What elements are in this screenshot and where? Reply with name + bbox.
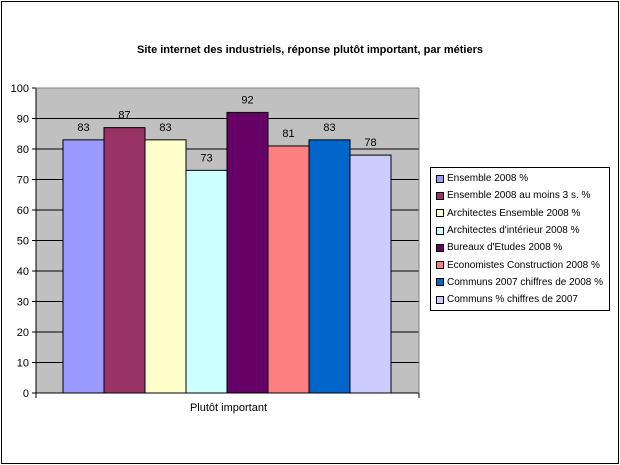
data-label: 81 <box>282 128 294 140</box>
legend-item: Architectes d'intérieur 2008 % <box>436 222 609 239</box>
legend-item: Economistes Construction 2008 % <box>436 256 609 273</box>
y-tick-label: 60 <box>17 205 29 217</box>
data-label: 83 <box>77 122 89 134</box>
y-tick-label: 0 <box>23 388 29 400</box>
bar <box>267 145 310 394</box>
legend-label: Ensemble 2008 au moins 3 s. % <box>447 190 591 202</box>
legend-item: Communs 2007 chiffres de 2008 % <box>436 274 609 291</box>
legend-item: Communs % chiffres de 2007 <box>436 291 609 308</box>
legend-label: Communs 2007 chiffres de 2008 % <box>447 276 604 288</box>
legend-item: Ensemble 2008 % <box>436 170 609 187</box>
y-tick-label: 80 <box>17 144 29 156</box>
data-label: 78 <box>364 137 376 149</box>
legend-item: Architectes Ensemble 2008 % <box>436 205 609 222</box>
legend: Ensemble 2008 % Ensemble 2008 au moins 3 … <box>430 167 610 311</box>
bar <box>144 139 187 394</box>
bar <box>62 139 105 394</box>
y-tick-label: 100 <box>11 83 29 95</box>
x-category-label: Plutôt important <box>190 402 267 414</box>
data-label: 83 <box>159 122 171 134</box>
bar <box>226 111 269 394</box>
bar <box>103 127 146 394</box>
bar <box>185 169 228 394</box>
y-tick-label: 30 <box>17 297 29 309</box>
chart-title: Site internet des industriels, réponse p… <box>137 44 483 56</box>
y-tick-label: 90 <box>17 114 29 126</box>
legend-swatch <box>436 261 444 270</box>
legend-item: Bureaux d'Etudes 2008 % <box>436 239 609 256</box>
legend-swatch <box>436 174 444 183</box>
legend-label: Architectes Ensemble 2008 % <box>447 207 581 219</box>
data-label: 92 <box>241 94 253 106</box>
legend-swatch <box>436 209 444 218</box>
legend-label: Bureaux d'Etudes 2008 % <box>447 242 563 254</box>
y-tick-label: 50 <box>17 236 29 248</box>
legend-swatch <box>436 295 444 304</box>
legend-label: Ensemble 2008 % <box>447 173 529 185</box>
y-tick-label: 10 <box>17 358 29 370</box>
bar <box>349 154 392 394</box>
legend-swatch <box>436 226 444 235</box>
legend-swatch <box>436 243 444 252</box>
legend-swatch <box>436 278 444 287</box>
legend-label: Communs % chiffres de 2007 <box>447 294 578 306</box>
bar <box>308 139 351 394</box>
legend-label: Economistes Construction 2008 % <box>447 259 600 271</box>
data-label: 87 <box>118 110 130 122</box>
y-tick-label: 70 <box>17 175 29 187</box>
legend-label: Architectes d'intérieur 2008 % <box>447 225 580 237</box>
y-tick-label: 40 <box>17 266 29 278</box>
legend-swatch <box>436 191 444 200</box>
y-tick-label: 20 <box>17 327 29 339</box>
data-label: 73 <box>200 152 212 164</box>
data-label: 83 <box>323 122 335 134</box>
legend-item: Ensemble 2008 au moins 3 s. % <box>436 187 609 204</box>
